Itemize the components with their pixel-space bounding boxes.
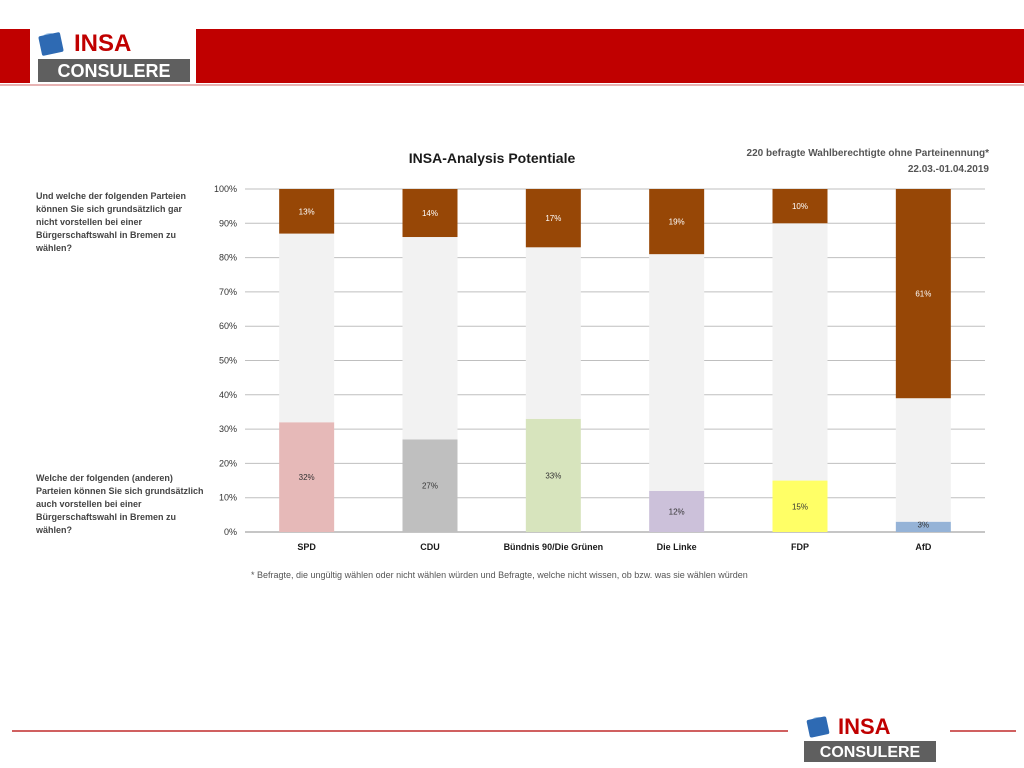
data-label: 17%	[545, 214, 561, 223]
logo-cube-icon	[38, 32, 64, 56]
y-tick-label: 90%	[219, 218, 237, 228]
header-divider	[0, 84, 1024, 86]
footer-logo-insa-text: INSA	[838, 714, 891, 739]
bar-segment	[402, 189, 458, 238]
bar-segment	[895, 189, 951, 399]
logo-consulere-text: CONSULERE	[57, 61, 170, 81]
footer-divider-right	[950, 730, 1016, 732]
footer-divider-left	[12, 730, 788, 732]
data-label: 32%	[299, 473, 315, 482]
category-label: Bündnis 90/Die Grünen	[504, 542, 604, 552]
y-tick-label: 40%	[219, 390, 237, 400]
y-tick-label: 70%	[219, 287, 237, 297]
y-tick-label: 50%	[219, 356, 237, 366]
y-tick-label: 10%	[219, 493, 237, 503]
category-label: CDU	[420, 542, 440, 552]
bar-segment	[649, 189, 705, 255]
footnote: * Befragte, die ungültig wählen oder nic…	[251, 570, 748, 580]
bar-segment	[772, 480, 828, 532]
category-label: Die Linke	[657, 542, 697, 552]
data-label: 27%	[422, 482, 438, 491]
bar-segment	[402, 439, 458, 532]
y-tick-label: 80%	[219, 253, 237, 263]
bar-segment	[772, 189, 828, 224]
footer-logo-consulere-text: CONSULERE	[820, 744, 921, 761]
y-tick-label: 20%	[219, 458, 237, 468]
y-tick-label: 0%	[224, 527, 237, 537]
data-label: 15%	[792, 502, 808, 511]
question-reject-text: Und welche der folgenden Parteien können…	[36, 191, 187, 253]
source-date-text: 22.03.-01.04.2019	[907, 164, 989, 175]
category-label: SPD	[297, 542, 316, 552]
y-tick-label: 60%	[219, 321, 237, 331]
y-tick-label: 30%	[219, 424, 237, 434]
data-label: 61%	[915, 290, 931, 299]
question-potential-text: Welche der folgenden (anderen) Parteien …	[36, 473, 204, 535]
data-label: 3%	[918, 521, 930, 530]
y-tick-label: 100%	[214, 184, 237, 194]
bar-segment	[772, 223, 828, 481]
data-label: 10%	[792, 202, 808, 211]
data-label: 13%	[299, 207, 315, 216]
source-sample-text: 220 befragte Wahlberechtigte ohne Partei…	[746, 148, 989, 159]
bar-segment	[279, 422, 335, 532]
insa-consulere-footer-logo: INSA CONSULERE	[800, 712, 940, 764]
bar-segment	[525, 247, 581, 419]
bar-segment	[402, 237, 458, 440]
logo-insa-text: INSA	[74, 30, 131, 57]
data-label: 19%	[669, 218, 685, 227]
data-label: 33%	[545, 471, 561, 480]
bar-segment	[649, 254, 705, 491]
bar-segment	[649, 490, 705, 532]
bar-segment	[895, 521, 951, 532]
bar-segment	[279, 233, 335, 423]
data-label: 14%	[422, 209, 438, 218]
bar-segment	[525, 418, 581, 532]
bar-segment	[279, 189, 335, 234]
data-label: 12%	[669, 507, 685, 516]
category-label: AfD	[915, 542, 931, 552]
category-label: FDP	[791, 542, 809, 552]
insa-consulere-logo: INSA CONSULERE	[30, 29, 196, 84]
footer-logo-cube-icon	[806, 716, 830, 738]
chart-title: INSA-Analysis Potentiale	[408, 150, 576, 166]
bar-segment	[525, 189, 581, 248]
bar-segment	[895, 398, 951, 522]
